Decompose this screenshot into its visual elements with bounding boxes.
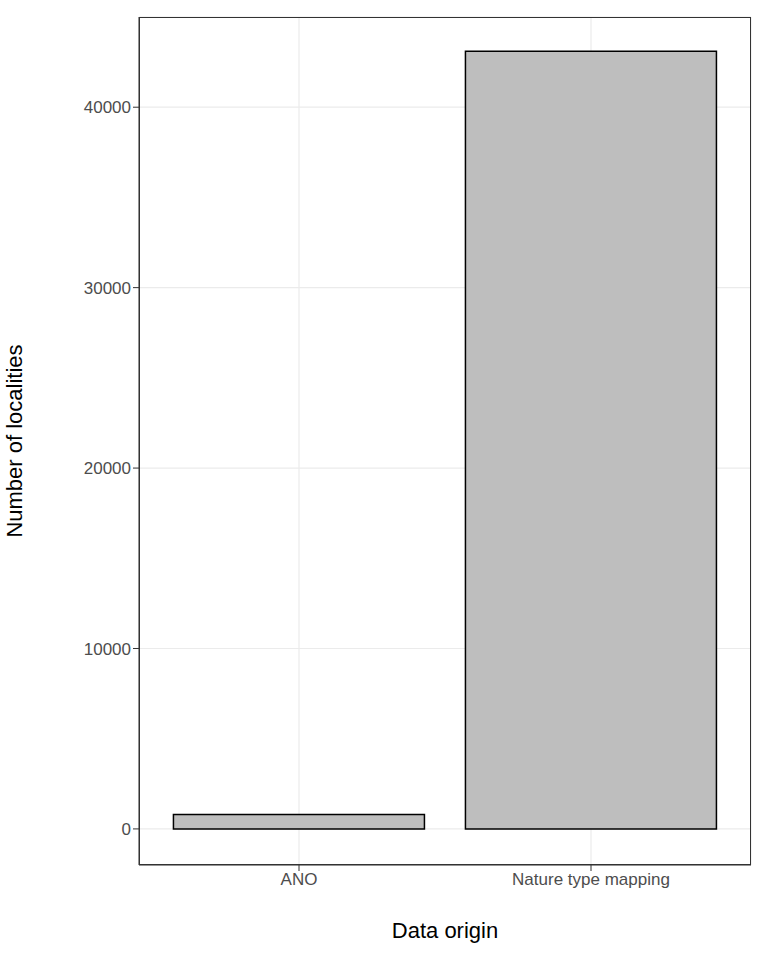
- svg-text:40000: 40000: [84, 98, 131, 117]
- svg-text:20000: 20000: [84, 459, 131, 478]
- svg-text:Data origin: Data origin: [392, 918, 498, 943]
- svg-text:10000: 10000: [84, 640, 131, 659]
- svg-text:0: 0: [122, 820, 131, 839]
- svg-text:ANO: ANO: [281, 870, 318, 889]
- svg-text:30000: 30000: [84, 279, 131, 298]
- svg-text:Number of localities: Number of localities: [8, 344, 27, 537]
- svg-text:Nature type mapping: Nature type mapping: [512, 870, 670, 889]
